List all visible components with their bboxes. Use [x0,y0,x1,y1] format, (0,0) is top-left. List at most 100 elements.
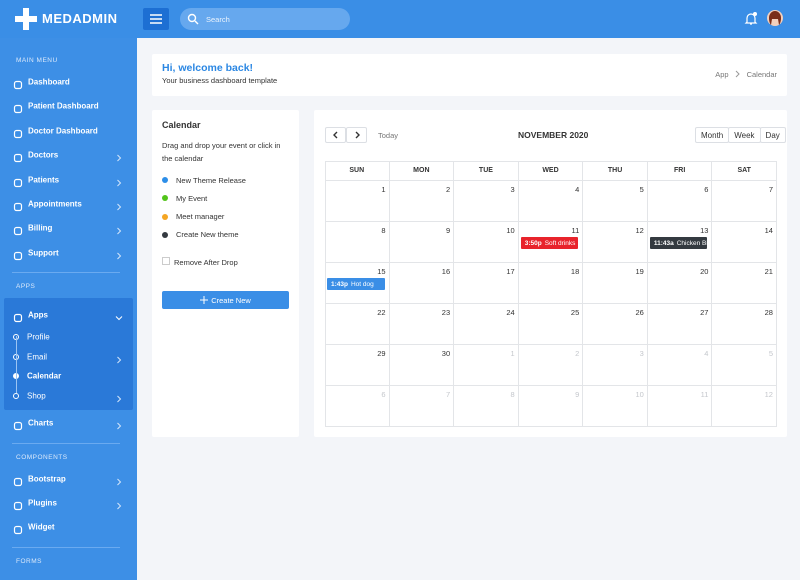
menu-item[interactable]: Billing [28,223,53,233]
next-button[interactable] [346,127,367,143]
day-cell[interactable] [647,263,713,304]
day-cell[interactable] [325,222,390,263]
day-number: 6 [704,185,709,194]
menu-item[interactable]: Charts [28,418,54,428]
view-button[interactable]: Month [695,127,730,143]
day-cell[interactable] [389,304,455,345]
day-cell[interactable] [325,304,390,345]
menu-icon [13,310,23,328]
day-cell[interactable] [583,263,648,304]
day-cell[interactable] [712,263,777,304]
day-number: 3 [639,349,644,358]
menu-item[interactable]: Patient Dashboard [28,101,99,111]
day-cell[interactable] [647,304,713,345]
day-cell[interactable] [325,181,390,222]
day-cell[interactable] [518,345,584,386]
avatar[interactable] [767,10,783,26]
day-cell[interactable] [389,222,455,263]
day-cell[interactable] [583,386,648,427]
menu-item[interactable]: Patients [28,175,60,185]
welcome-card: Hi, welcome back! Your business dashboar… [152,54,787,96]
day-number: 16 [441,267,451,276]
submenu-item[interactable]: Email [27,352,48,362]
day-cell[interactable] [389,386,455,427]
event-label[interactable]: My Event [176,193,208,203]
day-number: 12 [764,390,773,399]
day-cell[interactable] [647,222,713,263]
day-cell[interactable] [712,181,777,222]
view-button[interactable]: Week [728,127,761,143]
weekday-header: SUN [325,161,390,181]
header: MEDADMIN Search [0,0,800,38]
day-cell[interactable] [389,345,455,386]
breadcrumb-item[interactable]: App [715,70,729,79]
day-cell[interactable] [325,263,390,304]
breadcrumb-item[interactable]: Calendar [746,70,777,79]
day-cell[interactable] [454,263,519,304]
event-label[interactable]: New Theme Release [176,175,246,185]
day-cell[interactable] [389,181,455,222]
menu-item[interactable]: Dashboard [28,77,70,87]
menu-item[interactable]: Apps [28,310,48,320]
submenu-item[interactable]: Shop [27,391,46,401]
day-cell[interactable] [454,304,519,345]
day-cell[interactable] [647,345,713,386]
day-cell[interactable] [325,345,390,386]
day-cell[interactable] [518,304,584,345]
menu-item[interactable]: Support [28,248,59,258]
menu-icon [13,474,23,492]
day-cell[interactable] [454,222,519,263]
view-button[interactable]: Day [759,127,786,143]
day-cell[interactable] [583,222,648,263]
submenu-item[interactable]: Calendar [27,371,62,381]
weekday-header: THU [583,161,648,181]
day-cell[interactable] [518,222,584,263]
notification-bell[interactable] [743,11,759,27]
menu-item[interactable]: Doctor Dashboard [28,126,98,136]
calendar-event[interactable]: 11:43a Chicken Bi [649,237,708,249]
menu-toggle[interactable] [143,8,169,30]
event-label[interactable]: Create New theme [176,230,239,240]
calendar-event[interactable]: 3:50p Soft drinks [520,237,579,249]
day-cell[interactable] [712,222,777,263]
day-number: 29 [377,349,386,358]
checkbox[interactable] [162,257,170,265]
day-cell[interactable] [389,263,455,304]
day-number: 13 [700,226,709,235]
day-cell[interactable] [454,386,519,427]
today-button[interactable]: Today [378,131,399,140]
menu-item[interactable]: Plugins [28,498,57,508]
day-number: 8 [381,226,386,235]
menu-item[interactable]: Bootstrap [28,474,66,484]
day-cell[interactable] [518,181,584,222]
day-cell[interactable] [712,386,777,427]
day-cell[interactable] [647,181,713,222]
day-cell[interactable] [454,181,519,222]
day-cell[interactable] [325,386,390,427]
menu-icon [13,498,23,516]
day-number: 7 [445,390,451,399]
event-label[interactable]: Meet manager [176,212,225,222]
create-button[interactable]: Create New [162,291,289,309]
menu-item[interactable]: Doctors [28,150,59,160]
day-cell[interactable] [583,304,648,345]
day-cell[interactable] [518,263,584,304]
weekday-header: MON [389,161,455,181]
menu-item[interactable]: Widget [28,522,55,532]
day-cell[interactable] [647,386,713,427]
day-cell[interactable] [583,181,648,222]
day-cell[interactable] [518,386,584,427]
prev-button[interactable] [325,127,346,143]
submenu-item[interactable]: Profile [27,332,50,342]
menu-item[interactable]: Appointments [28,199,82,209]
create-button-label: Create New [211,295,251,305]
day-cell[interactable] [454,345,519,386]
day-cell[interactable] [712,345,777,386]
event-time: 3:50p [524,239,542,247]
search-box[interactable]: Search [180,8,350,30]
day-cell[interactable] [712,304,777,345]
calendar-event[interactable]: 1:43p Hot dog [327,278,385,290]
chevron [114,199,124,217]
day-cell[interactable] [583,345,648,386]
divider [12,442,120,444]
